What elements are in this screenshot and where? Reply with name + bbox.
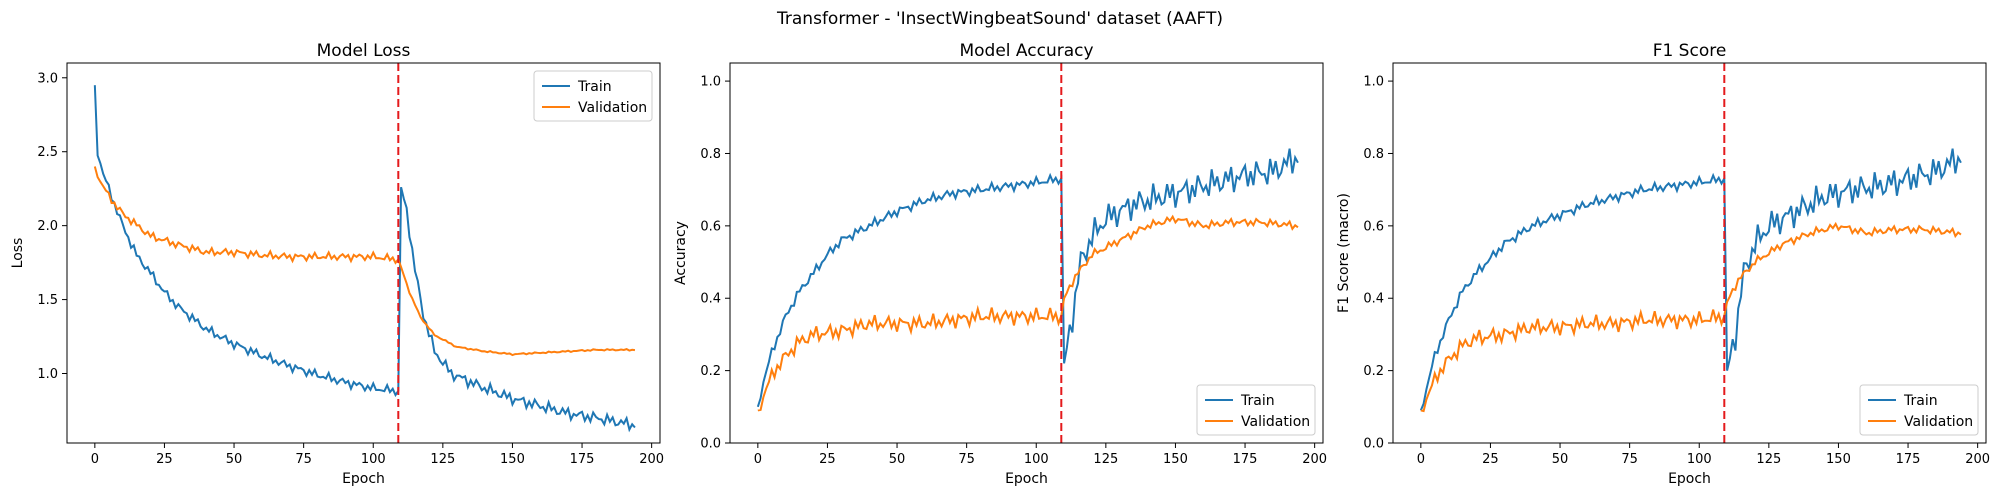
series-line-validation <box>93 166 636 357</box>
series-line-train <box>756 148 1299 408</box>
x-tick-label: 50 <box>226 452 243 467</box>
plot-area <box>93 85 636 433</box>
x-tick-label: 125 <box>1756 452 1781 467</box>
y-tick-label: 0.8 <box>1363 147 1384 162</box>
y-axis-label: F1 Score (macro) <box>1336 193 1352 313</box>
series-line-train <box>1419 148 1962 411</box>
y-axis-label: Loss <box>10 238 26 269</box>
x-axis-label: Epoch <box>1005 471 1048 487</box>
x-tick-label: 150 <box>1826 452 1851 467</box>
y-tick-label: 0.8 <box>700 147 721 162</box>
y-tick-label: 0.0 <box>1363 437 1384 452</box>
series-line-train <box>93 85 636 433</box>
x-tick-label: 100 <box>361 452 386 467</box>
y-tick-label: 3.0 <box>37 71 58 86</box>
y-tick-label: 1.0 <box>1363 75 1384 90</box>
figure-title: Transformer - 'InsectWingbeatSound' data… <box>776 9 1223 29</box>
x-tick-label: 0 <box>754 452 762 467</box>
legend: Train Validation <box>1196 384 1316 436</box>
subplot-2: Model Accuracy 0 25 50 75 100 125 150 175 200 0.0 0… <box>673 41 1327 487</box>
legend-label-validation: Validation <box>578 100 647 116</box>
x-tick-label: 25 <box>819 452 836 467</box>
axes-frame <box>1392 62 1987 444</box>
x-tick-label: 200 <box>639 452 664 467</box>
x-tick-label: 150 <box>500 452 525 467</box>
x-tick-label: 175 <box>570 452 595 467</box>
x-tick-label: 125 <box>430 452 455 467</box>
subplot-3: F1 Score 0 25 50 75 100 125 150 175 200 0.0 0.2 0.4 0… <box>1336 41 1990 487</box>
y-tick-label: 2.5 <box>37 145 58 160</box>
subplot-title: Model Accuracy <box>959 41 1093 61</box>
x-tick-label: 0 <box>1417 452 1425 467</box>
legend-box <box>1859 384 1979 436</box>
y-axis-label: Accuracy <box>673 221 689 285</box>
legend-box <box>533 70 653 122</box>
x-tick-label: 125 <box>1093 452 1118 467</box>
x-tick-label: 25 <box>156 452 173 467</box>
legend-label-train: Train <box>1240 393 1275 409</box>
legend-label-train: Train <box>1903 393 1938 409</box>
y-tick-label: 2.0 <box>37 219 58 234</box>
x-tick-label: 200 <box>1965 452 1990 467</box>
x-tick-label: 50 <box>889 452 906 467</box>
x-tick-label: 25 <box>1482 452 1499 467</box>
x-tick-label: 50 <box>1552 452 1569 467</box>
subplot-title: F1 Score <box>1653 41 1727 61</box>
x-axis-label: Epoch <box>1668 471 1711 487</box>
x-tick-label: 100 <box>1024 452 1049 467</box>
y-tick-label: 0.6 <box>700 219 721 234</box>
x-tick-label: 150 <box>1163 452 1188 467</box>
y-tick-label: 0.4 <box>1363 292 1384 307</box>
subplot-1: Model Loss 0 25 50 75 100 125 150 175 200 1.0 1.5 2.… <box>10 41 664 487</box>
y-tick-label: 0.2 <box>1363 364 1384 379</box>
legend-label-validation: Validation <box>1904 414 1973 430</box>
axes-frame <box>729 62 1324 444</box>
y-tick-label: 1.0 <box>700 75 721 90</box>
subplot-title: Model Loss <box>317 41 411 61</box>
x-tick-label: 175 <box>1896 452 1921 467</box>
legend: Train Validation <box>533 70 653 122</box>
axes-frame <box>66 62 661 444</box>
x-tick-label: 200 <box>1302 452 1327 467</box>
y-tick-label: 0.0 <box>700 437 721 452</box>
y-tick-label: 0.6 <box>1363 219 1384 234</box>
legend-label-train: Train <box>577 79 612 95</box>
plot-area <box>1419 148 1962 413</box>
x-tick-label: 175 <box>1233 452 1258 467</box>
legend-box <box>1196 384 1316 436</box>
y-tick-label: 0.2 <box>700 364 721 379</box>
legend: Train Validation <box>1859 384 1979 436</box>
x-tick-label: 100 <box>1687 452 1712 467</box>
series-line-validation <box>757 214 1299 412</box>
y-tick-label: 1.0 <box>37 367 58 382</box>
plot-area <box>756 148 1299 412</box>
x-tick-label: 75 <box>1621 452 1638 467</box>
x-tick-label: 75 <box>958 452 975 467</box>
x-tick-label: 0 <box>91 452 99 467</box>
x-axis-label: Epoch <box>342 471 385 487</box>
legend-label-validation: Validation <box>1241 414 1310 430</box>
series-line-validation <box>1420 221 1962 413</box>
y-tick-label: 0.4 <box>700 292 721 307</box>
y-tick-label: 1.5 <box>37 293 58 308</box>
x-tick-label: 75 <box>295 452 312 467</box>
